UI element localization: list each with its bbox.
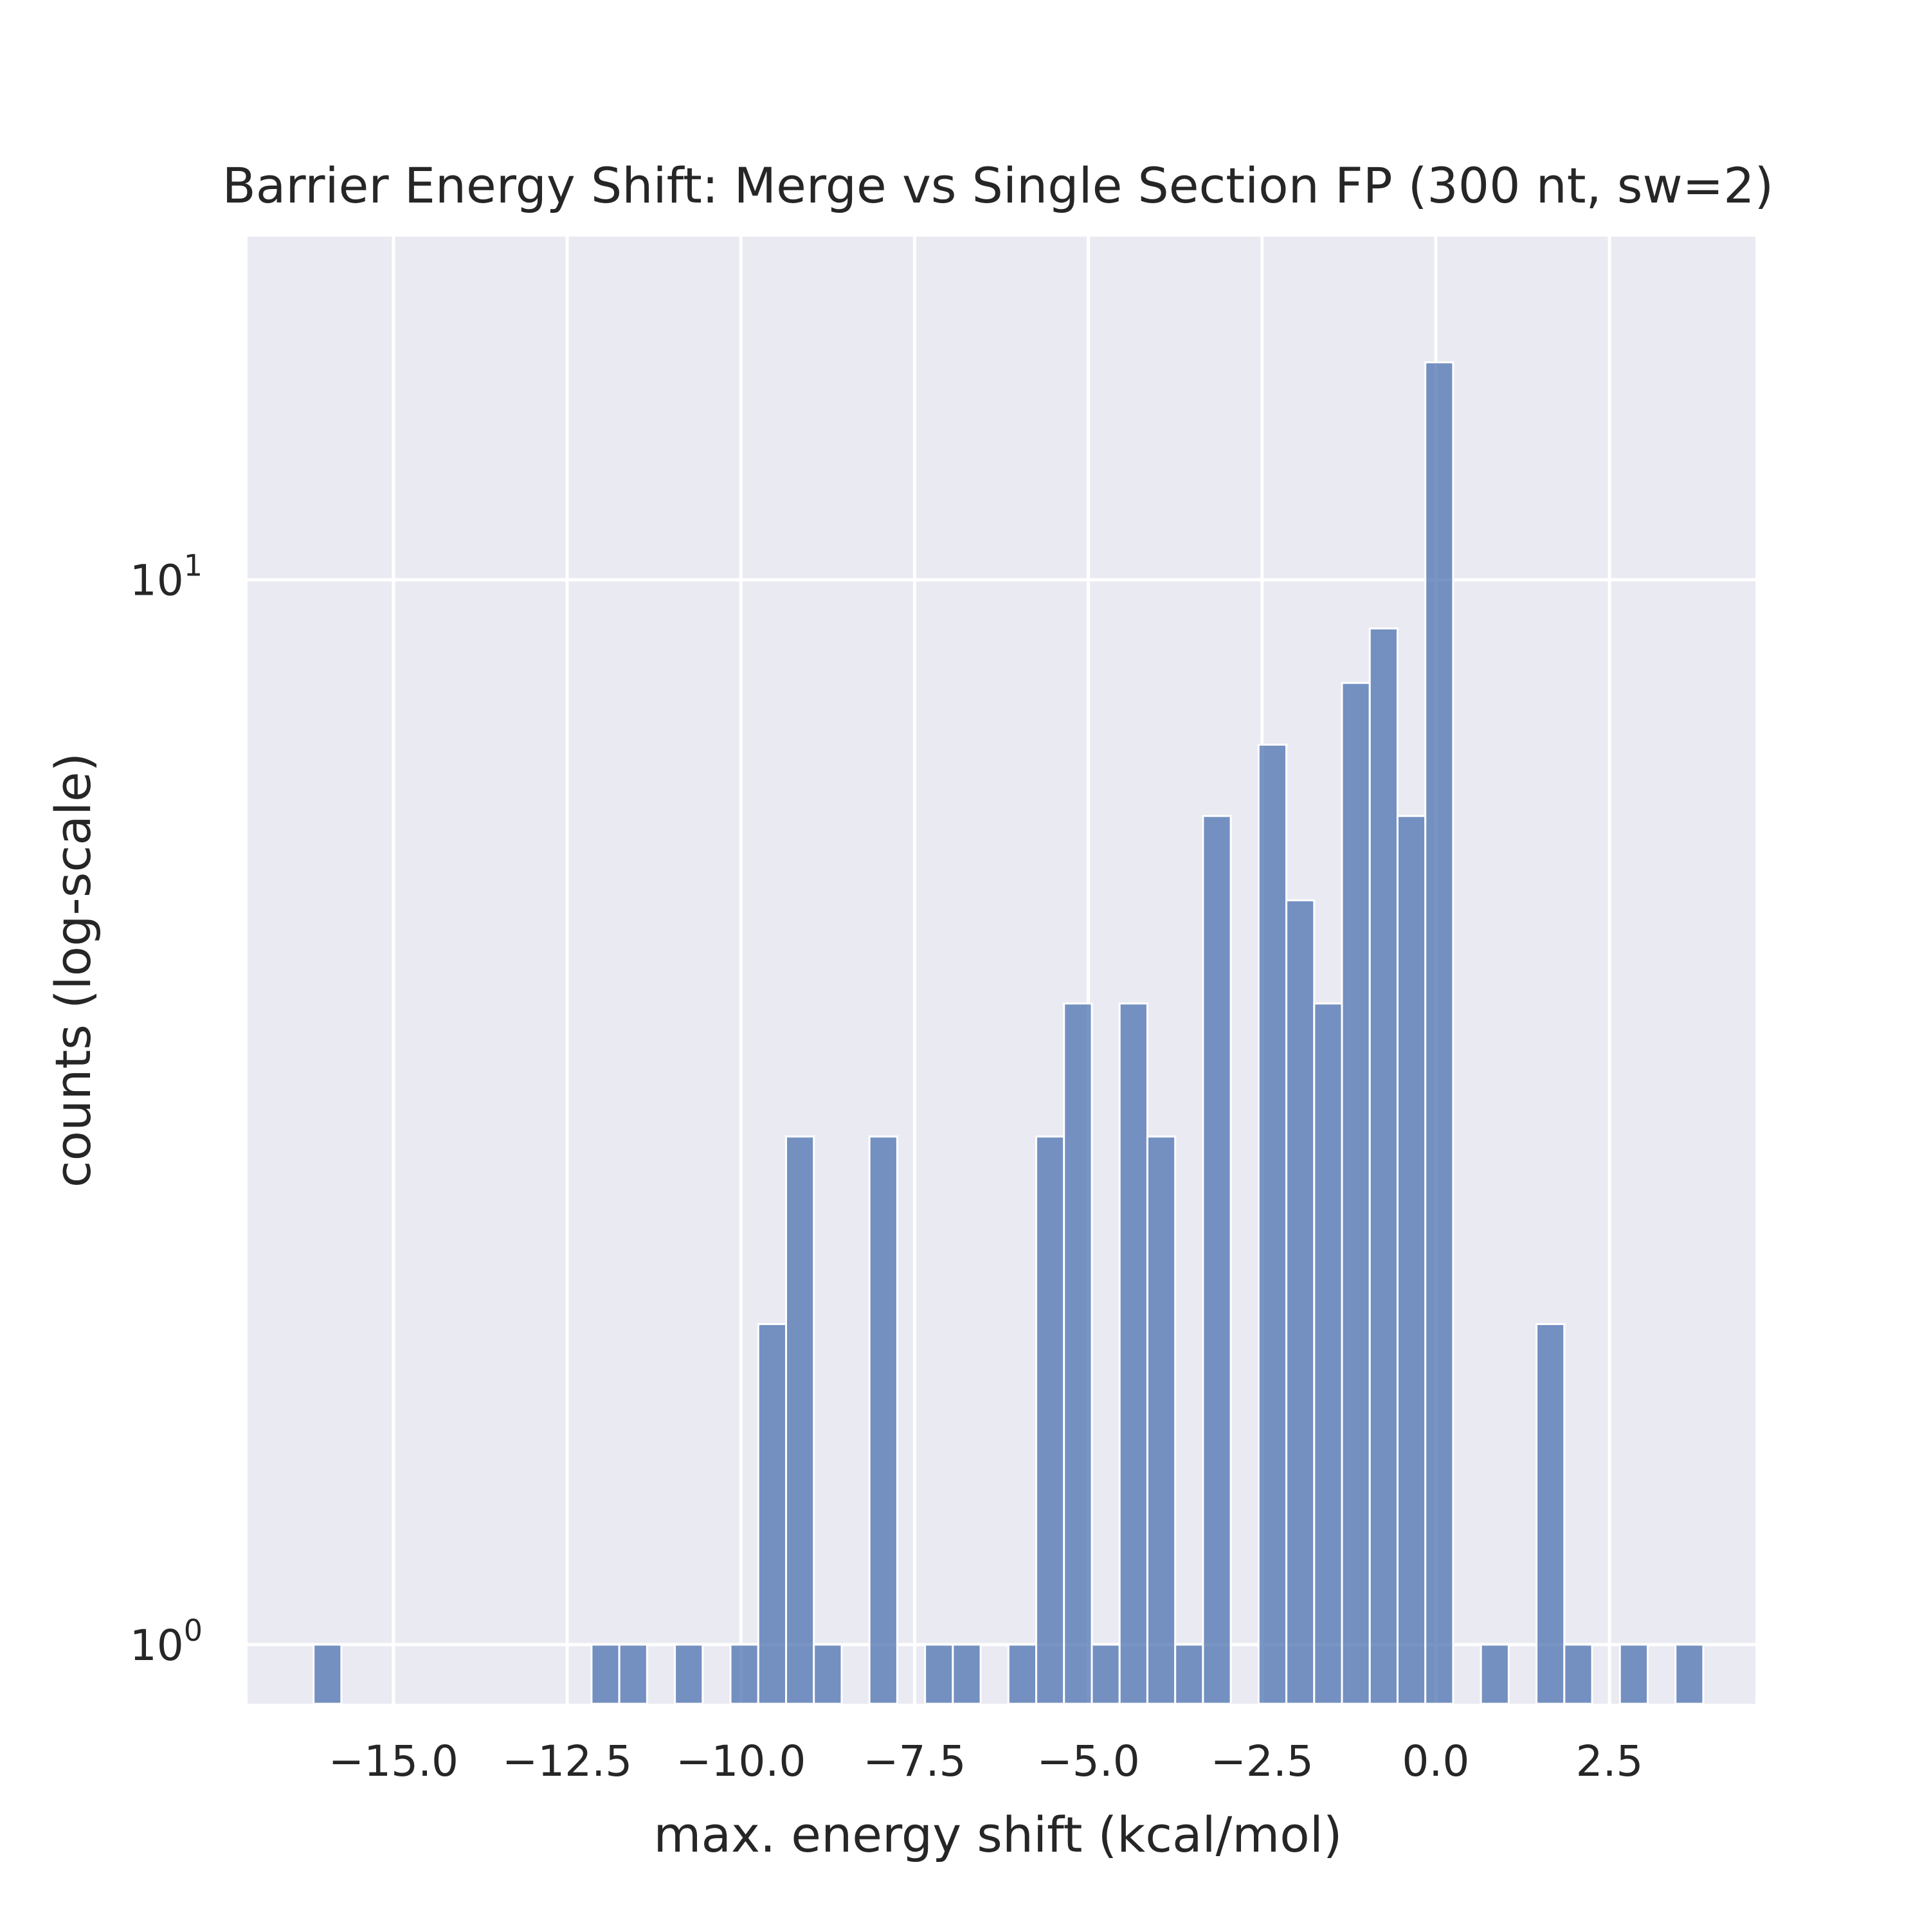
histogram-bar-27 — [1535, 1323, 1566, 1705]
histogram-bar-23 — [1368, 627, 1399, 1705]
chart-title: Barrier Energy Shift: Merge vs Single Se… — [222, 157, 1774, 214]
histogram-bar-5 — [757, 1323, 787, 1705]
histogram-bar-21 — [1313, 1002, 1343, 1705]
histogram-bar-3 — [674, 1643, 704, 1705]
histogram-bar-14 — [1091, 1643, 1121, 1705]
histogram-bar-9 — [924, 1643, 954, 1705]
histogram-bar-1 — [590, 1643, 620, 1705]
y-tick-label-0: 100 — [130, 1613, 203, 1670]
y-axis-label: counts (log-scale) — [44, 753, 102, 1188]
x-tick-label-5: −2.5 — [1211, 1737, 1314, 1786]
histogram-bar-0 — [312, 1643, 343, 1705]
histogram-bar-13 — [1063, 1002, 1093, 1705]
x-axis-label: max. energy shift (kcal/mol) — [653, 1806, 1342, 1863]
histogram-bar-28 — [1563, 1643, 1593, 1705]
histogram-bar-4 — [729, 1643, 759, 1705]
y-tick-labels: 100 101 — [130, 548, 203, 1670]
y-tick-label-1: 101 — [130, 548, 203, 606]
histogram-bar-24 — [1396, 815, 1427, 1705]
histogram-bar-30 — [1674, 1643, 1705, 1705]
histogram-bar-6 — [785, 1135, 815, 1705]
histogram-bar-26 — [1480, 1643, 1510, 1705]
histogram-bar-2 — [618, 1643, 648, 1705]
histogram-bar-22 — [1341, 682, 1371, 1705]
histogram-bar-25 — [1424, 361, 1454, 1705]
plot-background — [248, 237, 1755, 1704]
x-tick-label-6: 0.0 — [1402, 1737, 1469, 1786]
histogram-bar-29 — [1618, 1643, 1649, 1705]
x-tick-labels: −15.0 −12.5 −10.0 −7.5 −5.0 −2.5 0.0 2.5 — [329, 1737, 1644, 1786]
x-tick-label-0: −15.0 — [329, 1737, 458, 1786]
histogram-bar-10 — [952, 1643, 982, 1705]
x-tick-label-1: −12.5 — [502, 1737, 632, 1786]
histogram-bar-16 — [1146, 1135, 1177, 1705]
histogram-bar-18 — [1202, 815, 1232, 1705]
x-tick-label-4: −5.0 — [1037, 1737, 1139, 1786]
histogram-bars — [312, 361, 1705, 1705]
histogram-bar-19 — [1257, 743, 1288, 1705]
histogram-bar-12 — [1035, 1135, 1065, 1705]
x-tick-label-7: 2.5 — [1576, 1737, 1644, 1786]
histogram-bar-15 — [1118, 1002, 1148, 1705]
histogram-bar-11 — [1007, 1643, 1038, 1705]
histogram-bar-7 — [813, 1643, 843, 1705]
histogram-bar-8 — [868, 1135, 898, 1705]
x-tick-label-3: −7.5 — [863, 1737, 966, 1786]
x-tick-label-2: −10.0 — [676, 1737, 806, 1786]
histogram-bar-20 — [1285, 899, 1316, 1705]
histogram-bar-17 — [1174, 1643, 1204, 1705]
